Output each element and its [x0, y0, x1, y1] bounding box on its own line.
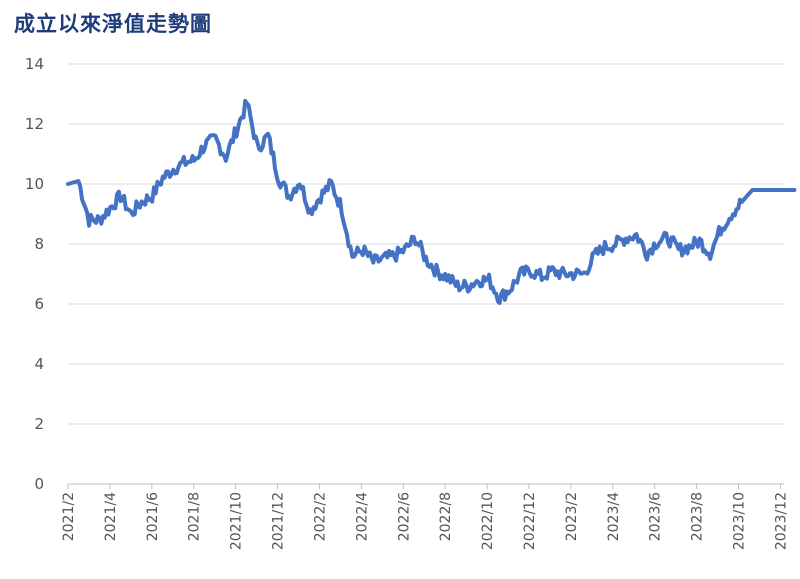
- x-tick-label: 2021/10: [229, 492, 245, 550]
- x-tick-label: 2021/2: [61, 492, 77, 541]
- x-tick-label: 2023/8: [690, 492, 706, 541]
- x-tick-label: 2022/12: [522, 492, 538, 550]
- x-tick-label: 2023/10: [732, 492, 748, 550]
- x-tick-label: 2022/10: [480, 492, 496, 550]
- nav-series-line: [66, 98, 797, 305]
- y-tick-label: 0: [34, 475, 44, 493]
- x-tick-label: 2023/2: [564, 492, 580, 541]
- y-tick-label: 10: [25, 175, 44, 193]
- x-tick-label: 2021/8: [187, 492, 203, 541]
- chart-title: 成立以來淨值走勢圖: [14, 12, 212, 36]
- x-tick-label: 2021/6: [145, 492, 161, 541]
- y-axis-ticks: 0 2 4 6 8 10 12 14: [25, 55, 44, 493]
- y-tick-label: 8: [34, 235, 44, 253]
- x-axis-ticks: 2021/2 2021/4 2021/6 2021/8 2021/10 2021/12 20…: [61, 484, 789, 550]
- x-tick-label: 2022/6: [396, 492, 412, 541]
- x-tick-label: 2022/4: [354, 492, 370, 541]
- y-tick-label: 12: [25, 115, 44, 133]
- x-tick-label: 2023/4: [606, 492, 622, 541]
- y-tick-label: 14: [25, 55, 44, 73]
- y-tick-label: 6: [34, 295, 44, 313]
- y-tick-label: 2: [34, 415, 44, 433]
- x-tick-label: 2021/12: [271, 492, 287, 550]
- x-tick-label: 2022/8: [438, 492, 454, 541]
- x-tick-label: 2022/2: [312, 492, 328, 541]
- x-tick-label: 2021/4: [103, 492, 119, 541]
- x-tick-label: 2023/6: [648, 492, 664, 541]
- gridlines: [68, 63, 784, 485]
- x-tick-label: 2023/12: [773, 492, 789, 550]
- y-tick-label: 4: [34, 355, 44, 373]
